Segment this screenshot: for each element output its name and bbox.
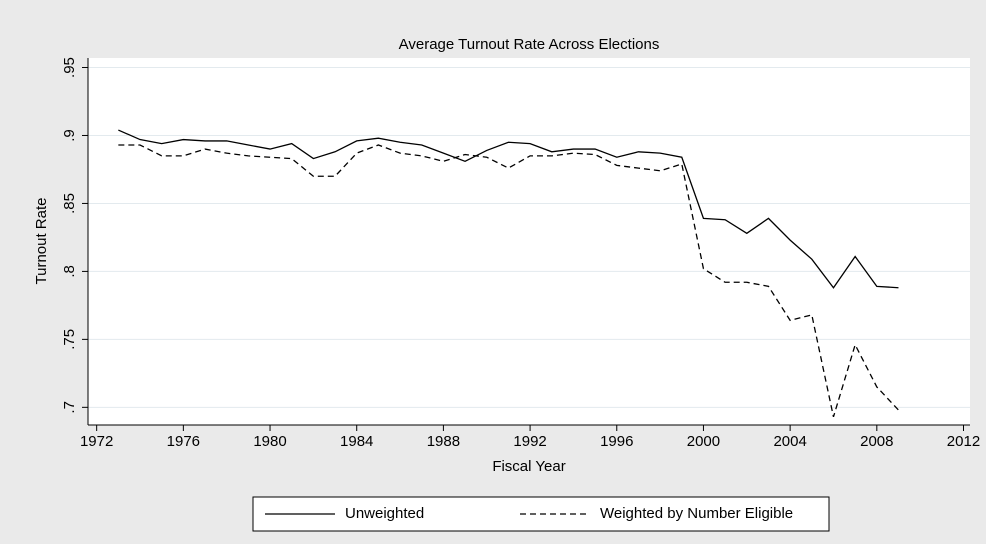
chart-title: Average Turnout Rate Across Elections (399, 36, 660, 53)
y-axis-title: Turnout Rate (33, 198, 50, 285)
x-tick-label: 1972 (80, 433, 113, 450)
x-tick-label: 1992 (513, 433, 546, 450)
x-tick-label: 1988 (427, 433, 460, 450)
series-line (118, 144, 899, 418)
series-line (118, 129, 899, 289)
y-tick-label: .85 (61, 193, 78, 214)
x-axis-title: Fiscal Year (492, 458, 565, 475)
x-tick-label: 1996 (600, 433, 633, 450)
legend-label: Weighted by Number Eligible (600, 505, 793, 522)
x-tick-label: 2012 (947, 433, 980, 450)
x-tick-label: 2004 (773, 433, 806, 450)
y-tick-label: .8 (61, 265, 78, 278)
x-tick-label: 1984 (340, 433, 373, 450)
legend-label: Unweighted (345, 505, 424, 522)
x-tick-label: 1980 (253, 433, 286, 450)
x-tick-label: 2000 (687, 433, 720, 450)
y-tick-label: .95 (61, 57, 78, 78)
y-tick-label: .75 (61, 329, 78, 350)
y-tick-label: .7 (61, 401, 78, 414)
x-tick-label: 1976 (167, 433, 200, 450)
x-tick-label: 2008 (860, 433, 893, 450)
y-tick-label: .9 (61, 129, 78, 142)
plot-area (88, 58, 970, 425)
